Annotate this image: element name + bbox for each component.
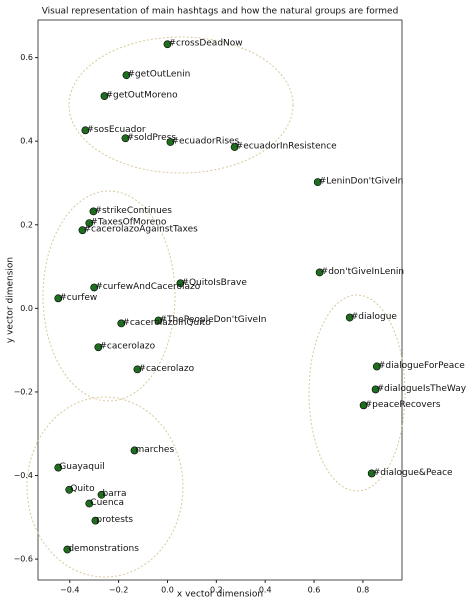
y-tick-label: −0.6 [14,555,33,564]
point-label: #ecuadorRises [171,137,239,147]
point-label: #cacerolazoAgainstTaxes [83,225,198,235]
point-label: protests [96,515,133,525]
point-label: demonstrations [68,544,139,554]
point [54,463,63,472]
point [313,178,322,187]
x-tick-label: 0.4 [259,586,272,595]
point-label: #dialogue [351,312,398,322]
x-tick-label: 0.0 [161,586,174,595]
point [133,365,142,374]
point [97,490,106,499]
group-outline [68,36,294,174]
point [122,71,131,80]
chart-title: Visual representation of main hashtags a… [42,7,399,17]
point [65,485,74,494]
plot-frame [37,19,403,581]
point-label: #QuitoIsBrave [181,278,247,288]
point-label: #getOutLenin [127,70,190,80]
point [78,226,87,235]
group-outline [308,294,406,492]
point [367,469,376,478]
point-label: #ThePeopleDon'tGiveIn [159,315,266,325]
x-tick-label: 0.6 [308,586,321,595]
point [100,92,109,100]
point [345,313,354,322]
point [85,219,94,228]
point-label: #dialogueIsTheWay [377,384,467,394]
x-axis-label: x vector dimension [177,590,263,600]
y-axis-label: y vector dimension [6,257,16,343]
point [117,319,126,328]
point-label: marches [135,445,174,455]
point [91,516,100,525]
point [63,545,72,554]
x-tick-label: −0.4 [60,586,79,595]
point [315,268,324,277]
point-label: #cacerolazo [99,342,155,352]
point-label: #sosEcuador [86,125,145,135]
point-label: #soldPress [126,133,176,143]
point-label: #LeninDon'tGiveIn [319,177,404,187]
point-label: #dialogue&Peace [373,468,453,478]
point [176,279,185,288]
point [121,134,130,143]
point [81,126,90,135]
point [89,207,98,216]
point-label: #crossDeadNow [168,39,242,49]
group-outline [26,396,184,578]
point-label: #peaceRecovers [365,400,441,410]
point [230,143,239,151]
x-tick-label: 0.2 [210,586,223,595]
point [85,499,94,508]
point [54,294,63,303]
point [154,316,163,325]
point [166,138,175,146]
point-label: #strikeContinues [94,206,172,216]
y-tick-label: −0.2 [14,387,33,396]
point-label: #ecuadorInResistence [236,142,338,152]
point-label: #curfewAndCacerolazo [95,282,201,292]
point-label: #don'tGiveInLenin [321,267,404,277]
point-label: #cacerolazoInQuito [122,318,211,328]
group-outline [42,190,176,402]
y-tick-label: −0.4 [14,471,33,480]
point-label: #curfew [59,293,97,303]
point-label: barra [103,489,127,499]
point-label: #dialogueForPeace [378,361,465,371]
y-tick-label: 0.6 [20,53,33,62]
point [130,446,139,455]
point-label: #TaxesOfMoreno [90,218,167,228]
x-tick-label: −0.2 [109,586,128,595]
point-label: #cacerolazo [138,364,194,374]
point-label: #getOutMoreno [105,91,178,101]
point [90,283,99,292]
point-label: Guayaquil [59,462,104,472]
y-tick-label: 0.0 [20,304,33,313]
point [371,385,380,394]
x-tick-label: 0.8 [357,586,370,595]
point [359,401,368,410]
point-label: Cuenca [90,498,124,508]
y-tick-label: 0.4 [20,137,33,146]
point [372,362,381,371]
point-label: Quito [70,484,95,494]
point [163,40,172,49]
y-tick-label: 0.2 [20,220,33,229]
point [94,343,103,352]
